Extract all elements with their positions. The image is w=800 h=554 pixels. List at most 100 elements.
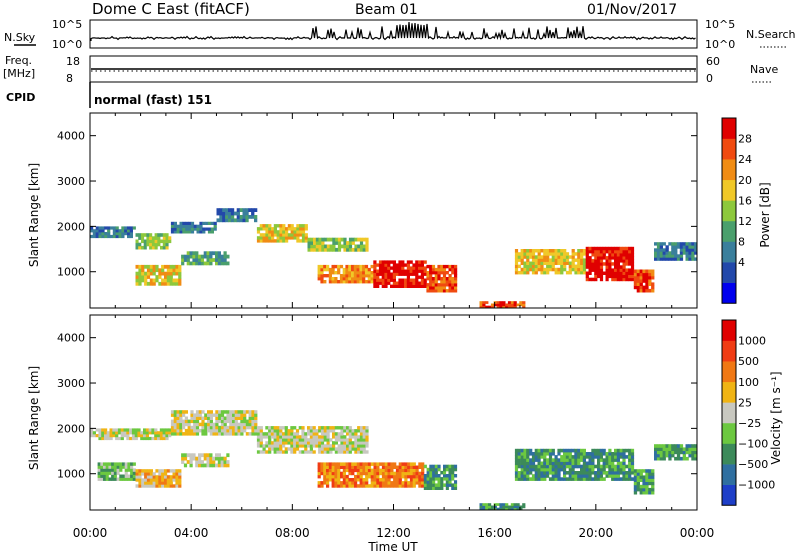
velocity-cell bbox=[166, 475, 170, 479]
power-cell bbox=[256, 230, 261, 234]
velocity-cell bbox=[387, 471, 391, 476]
velocity-cell bbox=[365, 484, 369, 488]
velocity-cell bbox=[437, 486, 441, 490]
velocity-cell bbox=[223, 422, 227, 427]
velocity-cell bbox=[116, 471, 120, 475]
power-cell bbox=[239, 218, 243, 223]
velocity-cell bbox=[651, 478, 655, 482]
velocity-cell bbox=[373, 481, 377, 485]
velocity-cell bbox=[625, 455, 629, 459]
velocity-cell bbox=[404, 462, 408, 466]
velocity-cell bbox=[168, 431, 172, 435]
power-cell bbox=[256, 239, 261, 243]
velocity-cell bbox=[149, 481, 153, 485]
velocity-cell bbox=[298, 444, 302, 448]
velocity-cell bbox=[605, 461, 609, 466]
power-cell bbox=[418, 260, 422, 264]
velocity-cell bbox=[207, 425, 211, 430]
velocity-cell bbox=[126, 431, 130, 435]
velocity-cell bbox=[588, 455, 592, 459]
velocity-cell bbox=[432, 483, 436, 487]
velocity-cell bbox=[565, 461, 569, 466]
power-cell bbox=[342, 277, 346, 281]
power-cell bbox=[685, 257, 689, 261]
velocity-cell bbox=[149, 484, 153, 488]
power-cell bbox=[199, 221, 203, 225]
power-cell bbox=[378, 278, 383, 282]
power-cell bbox=[310, 247, 314, 252]
velocity-cell bbox=[164, 484, 168, 488]
velocity-cell bbox=[223, 428, 227, 433]
power-cell bbox=[317, 277, 321, 281]
power-cell bbox=[320, 280, 324, 284]
velocity-cell bbox=[265, 444, 269, 448]
power-cell bbox=[202, 230, 206, 234]
power-cell bbox=[651, 288, 655, 293]
power-cell bbox=[356, 264, 360, 269]
velocity-cell bbox=[179, 410, 183, 414]
velocity-cell bbox=[164, 472, 168, 476]
velocity-cell bbox=[270, 426, 274, 430]
velocity-cell bbox=[181, 453, 185, 458]
velocity-cell bbox=[517, 448, 521, 453]
power-cell bbox=[155, 268, 159, 273]
power-cell bbox=[674, 245, 678, 249]
velocity-cell bbox=[356, 462, 360, 466]
power-cell bbox=[611, 274, 615, 279]
power-cell bbox=[551, 261, 555, 265]
velocity-cell bbox=[605, 458, 609, 462]
power-cell bbox=[144, 281, 148, 286]
power-cell bbox=[412, 281, 416, 285]
velocity-cell bbox=[630, 477, 635, 481]
velocity-cell bbox=[135, 472, 139, 476]
velocity-cell bbox=[577, 458, 581, 462]
power-cell bbox=[401, 263, 405, 267]
velocity-cell bbox=[537, 458, 541, 462]
velocity-cell bbox=[326, 468, 330, 473]
velocity-cell bbox=[628, 461, 632, 466]
velocity-cell bbox=[426, 474, 430, 478]
power-cell bbox=[173, 224, 177, 228]
velocity-cell bbox=[334, 474, 338, 479]
velocity-cell bbox=[155, 478, 159, 482]
velocity-cell bbox=[665, 453, 669, 458]
power-cell bbox=[636, 275, 640, 280]
power-cell bbox=[390, 275, 394, 279]
velocity-cell bbox=[287, 432, 291, 436]
velocity-cell bbox=[259, 426, 263, 430]
power-cell bbox=[296, 239, 300, 243]
velocity-cell bbox=[240, 416, 244, 420]
velocity-cell bbox=[577, 477, 581, 481]
power-cell bbox=[679, 257, 684, 261]
power-cell bbox=[514, 261, 519, 265]
power-cell bbox=[605, 256, 609, 260]
velocity-cell bbox=[614, 455, 618, 459]
power-cell bbox=[679, 254, 684, 258]
power-cell bbox=[636, 285, 640, 290]
velocity-cell bbox=[551, 448, 555, 453]
velocity-cell bbox=[514, 467, 519, 472]
power-cell bbox=[384, 278, 388, 282]
power-cell bbox=[614, 277, 618, 282]
velocity-cell bbox=[256, 426, 261, 430]
power-cell bbox=[285, 239, 289, 243]
power-cell bbox=[141, 239, 145, 244]
velocity-cell bbox=[323, 462, 327, 466]
power-cell bbox=[671, 248, 675, 252]
velocity-cell bbox=[625, 448, 629, 453]
power-cell bbox=[254, 215, 258, 219]
power-cell bbox=[418, 281, 422, 285]
power-cell bbox=[636, 272, 640, 277]
velocity-cell bbox=[164, 475, 168, 479]
velocity-cell bbox=[551, 471, 555, 475]
power-cell bbox=[348, 280, 352, 284]
velocity-cell bbox=[203, 453, 207, 458]
power-cell bbox=[636, 282, 640, 286]
velocity-cell bbox=[367, 474, 372, 479]
power-cell bbox=[138, 242, 142, 247]
freq-unit: [MHz] bbox=[3, 67, 35, 80]
velocity-cell bbox=[387, 478, 391, 482]
power-cell bbox=[161, 271, 165, 276]
velocity-cell bbox=[134, 434, 138, 438]
velocity-cell bbox=[531, 467, 536, 472]
